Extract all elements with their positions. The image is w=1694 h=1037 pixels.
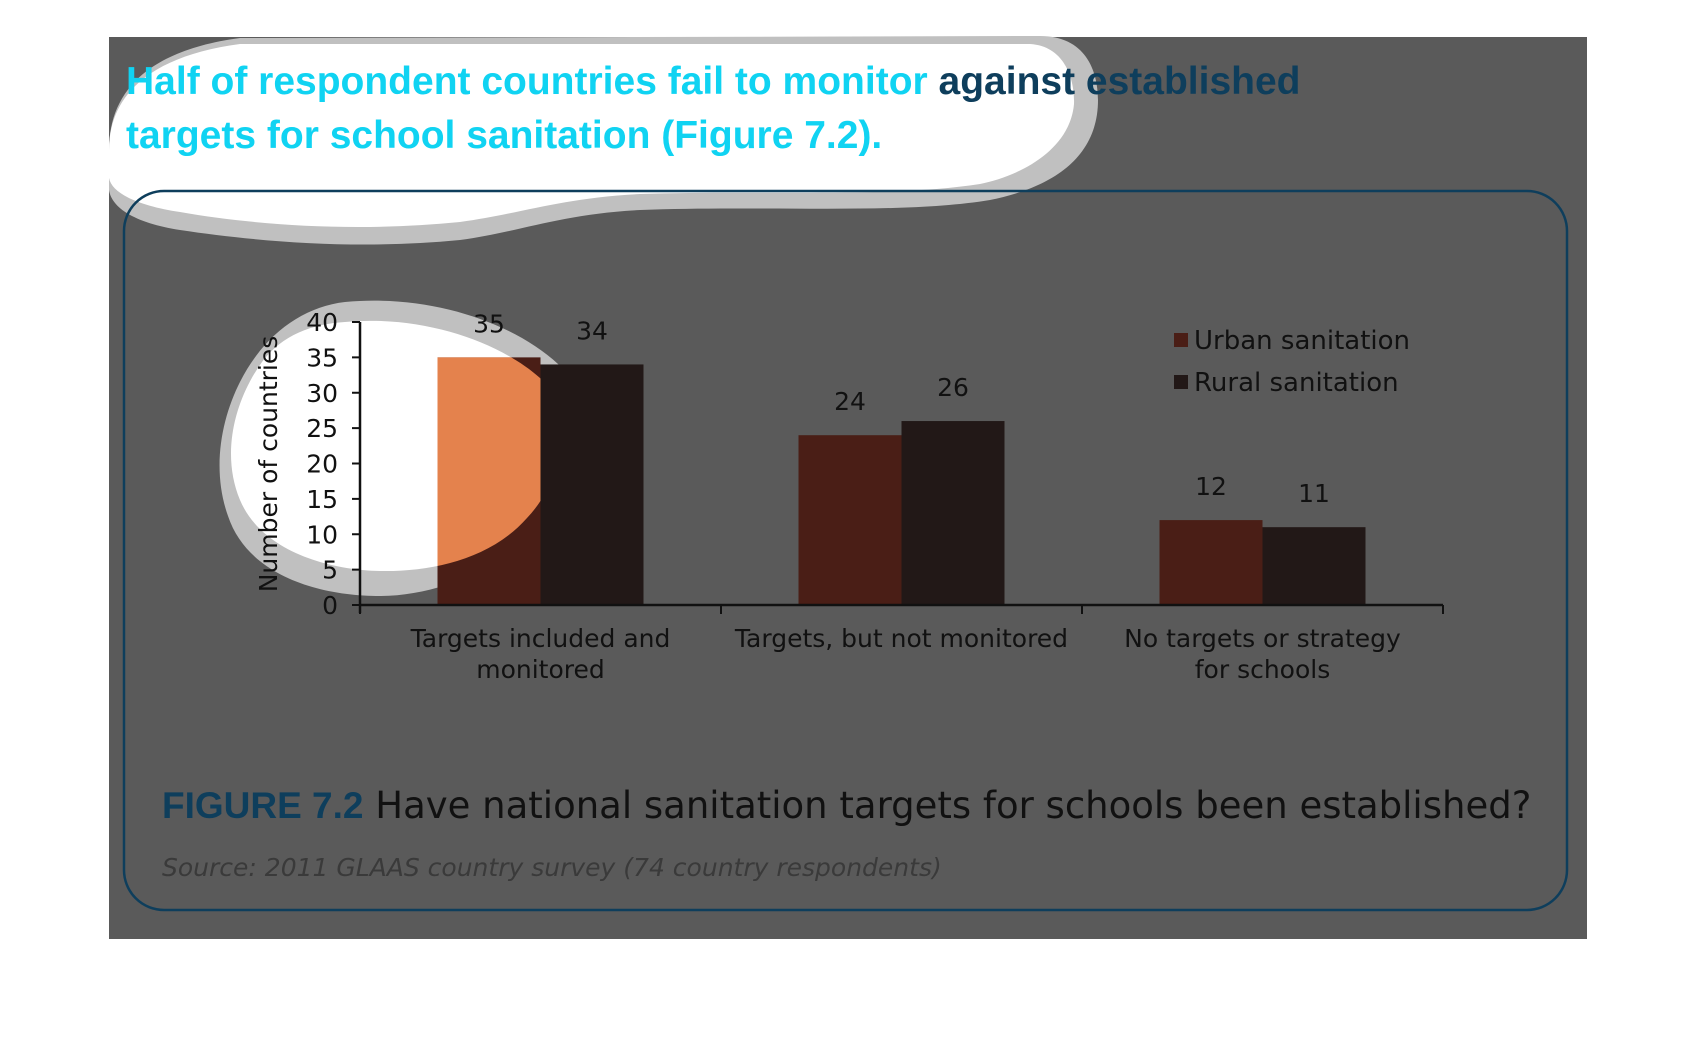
bar-rural-sanitation [540, 364, 644, 605]
legend-swatch [1174, 375, 1188, 389]
bar-urban-sanitation [1159, 520, 1263, 605]
bar-rural-sanitation [1262, 527, 1366, 605]
x-tick-label: No targets or strategy for schools [1124, 624, 1401, 684]
figure-caption-text: Have national sanitation targets for sch… [364, 784, 1532, 827]
data-label: 12 [1195, 472, 1227, 501]
y-tick-label: 15 [306, 485, 338, 514]
bar-rural-sanitation [901, 421, 1005, 605]
data-label: 11 [1298, 479, 1330, 508]
data-label: 26 [937, 373, 969, 402]
headline-highlighted-text: Half of respondent countries fail to mon… [126, 60, 928, 103]
figure-source: Source: 2011 GLAAS country survey (74 co… [162, 853, 942, 882]
y-tick-label: 35 [306, 343, 338, 372]
y-tick-label: 5 [322, 556, 338, 585]
y-tick-label: 0 [322, 591, 338, 620]
legend-swatch [1174, 333, 1188, 347]
headline-dimmed-text: against established [928, 60, 1301, 103]
headline-spotlight [109, 44, 1075, 227]
figure-caption: FIGURE 7.2 Have national sanitation targ… [162, 784, 1531, 827]
legend-label: Rural sanitation [1194, 368, 1399, 398]
y-tick-label: 30 [306, 379, 338, 408]
data-label: 35 [473, 309, 505, 338]
data-label: 24 [834, 387, 866, 416]
y-tick-label: 10 [306, 520, 338, 549]
figure-label: FIGURE 7.2 [162, 785, 364, 826]
legend-label: Urban sanitation [1194, 326, 1410, 356]
bar-urban-sanitation [798, 435, 902, 605]
headline-line-1: Half of respondent countries fail to mon… [126, 60, 1301, 103]
data-label: 34 [576, 316, 608, 345]
y-tick-label: 20 [306, 450, 338, 479]
bar-chart: 35 34 24 26 12 11 0 5 10 15 20 25 30 35 40 Targets incl… [254, 308, 1444, 684]
headline-line-2: targets for school sanitation (Figure 7.… [126, 114, 882, 157]
figure-frame [122, 189, 1569, 912]
x-tick-label: Targets, but not monitored [734, 624, 1068, 653]
y-tick-label: 40 [306, 308, 338, 337]
y-tick-label: 25 [306, 414, 338, 443]
x-tick-label: Targets included and monitored [410, 624, 671, 684]
y-axis-title: Number of countries [254, 336, 283, 593]
